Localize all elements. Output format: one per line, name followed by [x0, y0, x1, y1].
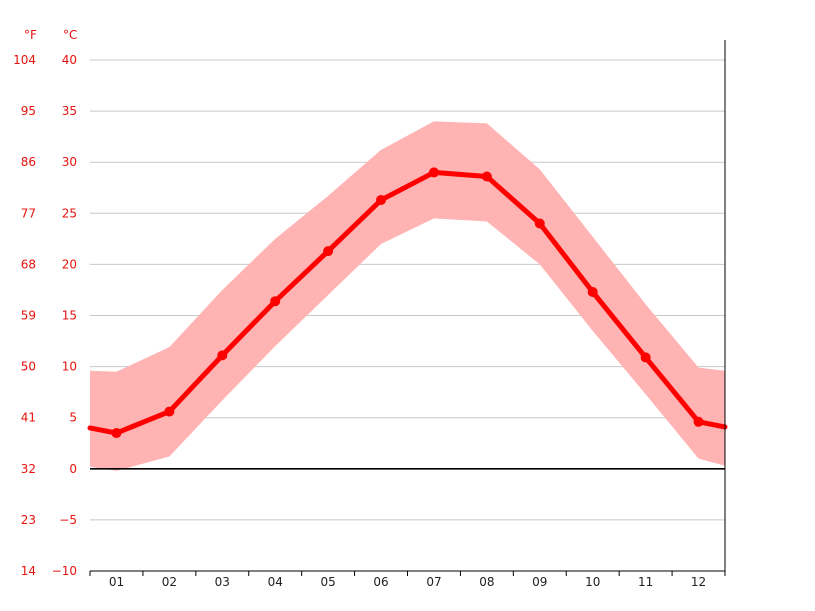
data-point-06 [376, 195, 387, 206]
unit-fahrenheit-label: °F [24, 28, 37, 42]
data-point-10 [587, 286, 598, 297]
x-axis-labels: 01 02 03 04 05 06 07 08 09 10 11 12 [109, 575, 706, 589]
x-tick-label-10: 10 [585, 575, 600, 589]
y-tick-label-fahrenheit: 68 [21, 257, 36, 271]
y-tick-label-fahrenheit: 77 [21, 206, 36, 220]
x-tick-label-09: 09 [532, 575, 547, 589]
y-tick-label-celsius: −5 [59, 513, 77, 527]
x-tick-label-07: 07 [426, 575, 441, 589]
y-tick-label-celsius: 5 [69, 411, 77, 425]
y-tick-label-celsius: 30 [62, 155, 77, 169]
average-temperature-series [87, 167, 728, 439]
y-tick-label-fahrenheit: 104 [13, 53, 36, 67]
y-tick-label-fahrenheit: 14 [21, 564, 36, 578]
range-area [90, 121, 725, 471]
x-tick-label-12: 12 [691, 575, 706, 589]
data-point-09 [534, 218, 545, 229]
data-point-05 [323, 246, 334, 257]
data-point-02 [164, 406, 175, 417]
y-tick-label-celsius: 40 [62, 53, 77, 67]
data-point-01 [111, 428, 122, 439]
data-point-04 [270, 296, 281, 307]
x-tick-label-03: 03 [215, 575, 230, 589]
x-tick-label-01: 01 [109, 575, 124, 589]
y-tick-label-fahrenheit: 86 [21, 155, 36, 169]
y-tick-label-fahrenheit: 50 [21, 360, 36, 374]
y-tick-label-celsius: 25 [62, 206, 77, 220]
x-tick-label-04: 04 [268, 575, 283, 589]
y-tick-label-celsius: 0 [69, 462, 77, 476]
y-tick-label-fahrenheit: 59 [21, 309, 36, 323]
x-tick-label-02: 02 [162, 575, 177, 589]
unit-celsius-label: °C [63, 28, 77, 42]
data-point-12 [693, 416, 704, 427]
x-tick-label-11: 11 [638, 575, 653, 589]
axes [89, 40, 726, 576]
x-tick-label-08: 08 [479, 575, 494, 589]
data-point-08 [481, 171, 492, 182]
x-tick-label-05: 05 [320, 575, 335, 589]
data-point-07 [428, 167, 439, 178]
y-tick-label-fahrenheit: 32 [21, 462, 36, 476]
y-tick-label-fahrenheit: 23 [21, 513, 36, 527]
data-point-11 [640, 352, 651, 363]
y-tick-label-fahrenheit: 41 [21, 411, 36, 425]
y-tick-label-celsius: −10 [52, 564, 77, 578]
y-tick-label-celsius: 35 [62, 104, 77, 118]
y-tick-label-celsius: 15 [62, 309, 77, 323]
y-tick-label-fahrenheit: 95 [21, 104, 36, 118]
y-tick-label-celsius: 10 [62, 360, 77, 374]
y-tick-label-celsius: 20 [62, 257, 77, 271]
average-line [87, 169, 728, 436]
data-point-03 [217, 350, 228, 361]
x-tick-label-06: 06 [373, 575, 388, 589]
y-axis-labels: °F °C 104 40 95 35 86 30 77 25 68 20 59 15 50 10 41 5 32… [13, 28, 77, 578]
temperature-range-band [90, 121, 725, 471]
